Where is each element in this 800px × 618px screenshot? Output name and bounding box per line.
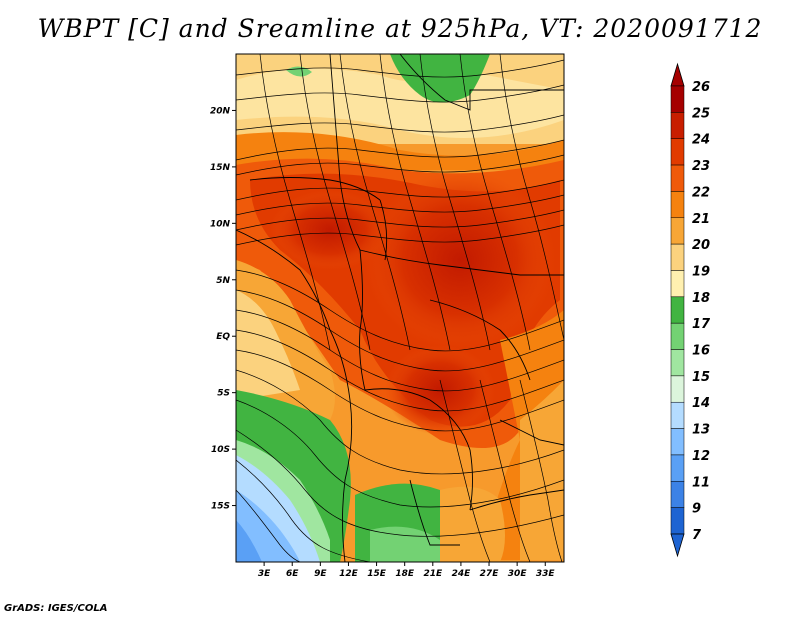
latitude-axis: 20N 15N 10N 5N EQ 5S 10S 15S — [210, 106, 236, 512]
plot-frame — [235, 53, 565, 563]
colorbar-label: 11 — [692, 475, 710, 490]
colorbar-segment — [670, 454, 685, 482]
colorbar-label: 21 — [692, 212, 710, 227]
lon-tick-label: 15E — [367, 569, 387, 579]
colorbar-label: 12 — [692, 449, 710, 464]
lat-tick-label: EQ — [216, 332, 230, 342]
lat-tick-label: 15N — [210, 163, 231, 173]
colorbar: 26 25 24 23 22 21 20 19 18 17 16 15 14 13 12 11 9 7 — [670, 62, 711, 558]
colorbar-label: 17 — [692, 317, 711, 332]
wbpt-field — [236, 54, 564, 562]
lat-tick-label: 5S — [217, 389, 230, 399]
lon-tick-label: 27E — [480, 569, 500, 579]
country-borders — [236, 54, 564, 562]
lon-tick-label: 30E — [508, 569, 528, 579]
lon-tick-label: 12E — [339, 569, 359, 579]
colorbar-label: 22 — [692, 185, 710, 200]
lat-tick-label: 5N — [216, 276, 230, 286]
lon-tick-label: 6E — [286, 569, 299, 579]
colorbar-label: 26 — [692, 80, 710, 95]
colorbar-segment — [670, 270, 685, 298]
longitude-axis: 3E 6E 9E 12E 15E 18E 21E 24E 27E 30E 33E — [258, 562, 556, 579]
colorbar-label: 20 — [692, 238, 710, 253]
colorbar-segment — [670, 322, 685, 350]
colorbar-segment — [670, 138, 685, 166]
colorbar-label: 24 — [692, 133, 710, 148]
colorbar-label: 13 — [692, 423, 710, 438]
colorbar-segment — [670, 296, 685, 324]
lon-tick-label: 33E — [536, 569, 556, 579]
colorbar-label: 7 — [692, 528, 702, 543]
lon-tick-label: 21E — [423, 569, 443, 579]
lat-tick-label: 10S — [211, 445, 230, 455]
colorbar-top-arrow — [670, 62, 685, 87]
chart-title: WBPT [C] and Sreamline at 925hPa, VT: 20… — [37, 14, 763, 43]
credit-text: GrADS: IGES/COLA — [4, 603, 108, 614]
colorbar-bottom-arrow — [670, 533, 685, 558]
colorbar-segment — [670, 375, 685, 403]
lon-tick-label: 3E — [258, 569, 271, 579]
colorbar-segment — [670, 507, 685, 535]
lat-tick-label: 10N — [210, 219, 231, 229]
colorbar-label: 23 — [692, 159, 710, 174]
colorbar-label: 25 — [692, 106, 710, 121]
colorbar-label: 9 — [692, 502, 701, 517]
lat-tick-label: 20N — [210, 106, 231, 116]
colorbar-segment — [670, 112, 685, 139]
colorbar-label: 15 — [692, 370, 710, 385]
colorbar-segment — [670, 481, 685, 508]
colorbar-label: 18 — [692, 291, 710, 306]
lat-tick-label: 15S — [211, 502, 230, 512]
lon-tick-label: 18E — [395, 569, 415, 579]
colorbar-segment — [670, 164, 685, 192]
colorbar-segment — [670, 85, 685, 113]
colorbar-segment — [670, 243, 685, 271]
colorbar-label: 19 — [692, 264, 710, 279]
colorbar-segment — [670, 191, 685, 219]
colorbar-segment — [670, 217, 685, 245]
colorbar-segment — [670, 428, 685, 456]
colorbar-label: 16 — [692, 344, 710, 359]
colorbar-segment — [670, 401, 685, 429]
colorbar-segment — [670, 349, 685, 377]
streamlines — [236, 54, 564, 562]
lon-tick-label: 9E — [314, 569, 327, 579]
lon-tick-label: 24E — [452, 569, 472, 579]
colorbar-label: 14 — [692, 396, 710, 411]
